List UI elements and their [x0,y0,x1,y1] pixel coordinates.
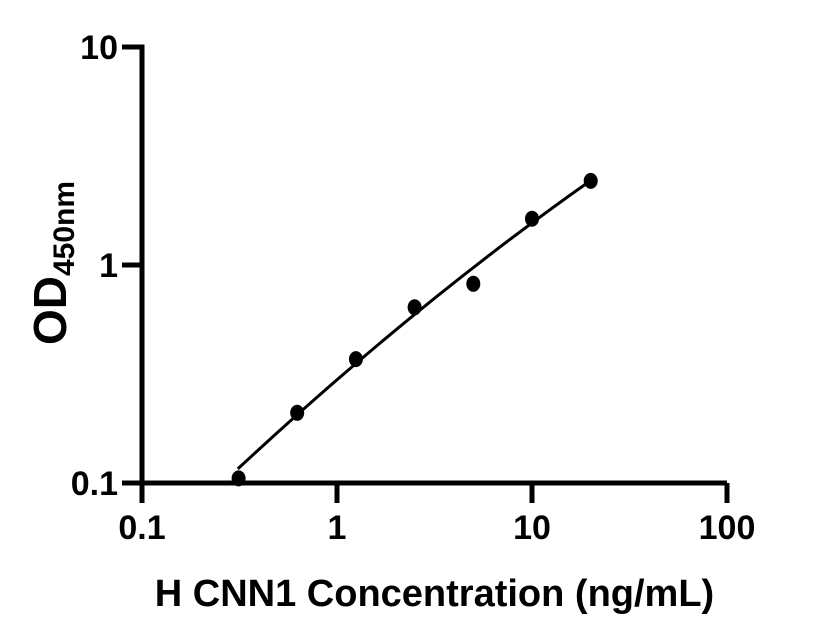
y-tick-label: 10 [80,29,118,67]
data-point [231,470,246,487]
y-tick-label: 1 [99,247,118,285]
y-tick-label: 0.1 [71,465,118,503]
x-tick-label: 1 [328,509,347,547]
y-axis-title-main: OD [24,276,76,345]
data-point [407,299,422,316]
x-tick-label: 10 [513,509,551,547]
x-tick-label: 100 [699,509,756,547]
x-tick-label: 0.1 [118,509,165,547]
data-point [466,275,481,292]
data-point [525,210,539,227]
y-axis-title-subscript: 450nm [48,181,81,276]
data-point [348,351,363,368]
axis-spines [139,44,727,486]
x-axis-title: H CNN1 Concentration (ng/mL) [155,573,714,615]
data-point [290,404,305,421]
data-point [583,172,598,189]
y-axis-title: OD450nm [24,181,81,345]
fit-curve [236,179,592,470]
